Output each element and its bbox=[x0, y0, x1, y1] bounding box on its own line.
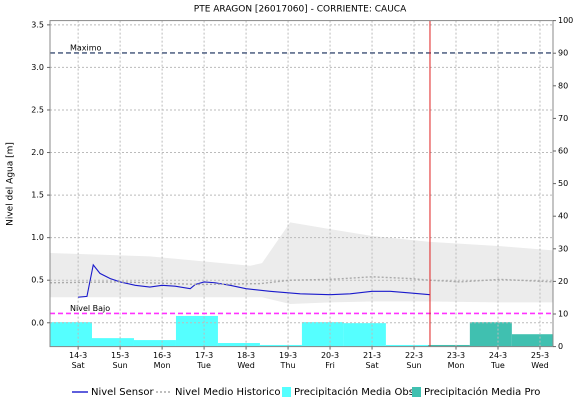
precip-bar bbox=[175, 315, 218, 347]
y2-tick-label: 70 bbox=[558, 114, 568, 123]
series-line bbox=[50, 276, 553, 286]
precip-bar bbox=[385, 344, 428, 347]
x-tick-label: 18-3 bbox=[237, 351, 255, 360]
precip-bar bbox=[50, 322, 92, 347]
x-tick-label: 22-3 bbox=[405, 351, 423, 360]
series-line bbox=[78, 263, 431, 298]
precip-bar bbox=[469, 322, 512, 347]
x-tick-label: 24-3 bbox=[489, 351, 507, 360]
x-tick-label: 14-3 bbox=[69, 351, 87, 360]
legend-label: Precipitación Media Obs bbox=[294, 386, 414, 398]
x-tick-label: 23-3 bbox=[447, 351, 465, 360]
plot-area bbox=[50, 20, 553, 347]
y-axis-label: Nivel del Agua [m] bbox=[6, 142, 16, 226]
precip-bar bbox=[427, 344, 470, 347]
x-tick-weekday: Sun bbox=[406, 361, 421, 370]
y2-tick-label: 10 bbox=[558, 310, 568, 319]
x-tick-weekday: Tue bbox=[196, 361, 211, 370]
x-tick-weekday: Sat bbox=[365, 361, 378, 370]
y-tick-label: 0.5 bbox=[31, 276, 44, 285]
y2-tick-label: 80 bbox=[558, 81, 568, 90]
y2-tick-label: 20 bbox=[558, 277, 568, 286]
x-tick-label: 20-3 bbox=[321, 351, 339, 360]
precip-bar bbox=[343, 323, 386, 347]
x-tick-weekday: Mon bbox=[154, 361, 171, 370]
precip-bar bbox=[133, 340, 176, 347]
y-tick-label: 3.0 bbox=[31, 63, 44, 72]
y-tick-label: 2.0 bbox=[31, 148, 44, 157]
chart-title: PTE ARAGON [26017060] - CORRIENTE: CAUCA bbox=[194, 5, 407, 15]
precip-bar bbox=[259, 344, 302, 347]
y-tick-label: 2.5 bbox=[31, 105, 44, 114]
x-tick-label: 15-3 bbox=[111, 351, 129, 360]
x-tick-weekday: Wed bbox=[237, 361, 254, 370]
x-tick-label: 21-3 bbox=[363, 351, 381, 360]
legend-swatch bbox=[412, 387, 421, 397]
y2-tick-label: 90 bbox=[558, 49, 568, 58]
y2-tick-label: 50 bbox=[558, 179, 568, 188]
y-tick-label: 1.5 bbox=[31, 191, 44, 200]
x-tick-weekday: Thu bbox=[280, 361, 296, 370]
y-tick-label: 0.0 bbox=[31, 318, 44, 327]
x-tick-weekday: Fri bbox=[325, 361, 335, 370]
precip-bar bbox=[217, 343, 260, 347]
x-tick-weekday: Wed bbox=[531, 361, 548, 370]
y2-tick-label: 40 bbox=[558, 212, 568, 221]
y-tick-label: 1.0 bbox=[31, 233, 44, 242]
legend-label: Nivel Sensor bbox=[91, 387, 154, 398]
x-tick-weekday: Sat bbox=[72, 361, 85, 370]
y2-tick-label: 0 bbox=[558, 342, 563, 351]
historic-range bbox=[50, 222, 553, 305]
reference-label: Maximo bbox=[70, 43, 102, 52]
x-tick-weekday: Mon bbox=[448, 361, 465, 370]
legend-label: Precipitación Media Pro bbox=[424, 386, 540, 398]
y2-tick-label: 30 bbox=[558, 244, 568, 253]
x-tick-weekday: Tue bbox=[490, 361, 505, 370]
x-tick-label: 16-3 bbox=[153, 351, 171, 360]
precip-bar bbox=[91, 338, 134, 347]
y-tick-label: 3.5 bbox=[31, 20, 44, 29]
y2-tick-label: 60 bbox=[558, 147, 568, 156]
precip-bar bbox=[511, 334, 553, 347]
x-tick-label: 17-3 bbox=[195, 351, 213, 360]
legend-label: Nivel Medio Historico bbox=[175, 387, 281, 398]
legend-swatch bbox=[282, 387, 291, 397]
reference-label: Nivel Bajo bbox=[70, 304, 110, 313]
precip-bar bbox=[301, 322, 344, 347]
x-tick-label: 25-3 bbox=[531, 351, 549, 360]
x-tick-label: 19-3 bbox=[279, 351, 297, 360]
x-tick-weekday: Sun bbox=[113, 361, 128, 370]
y2-tick-label: 100 bbox=[558, 16, 573, 25]
